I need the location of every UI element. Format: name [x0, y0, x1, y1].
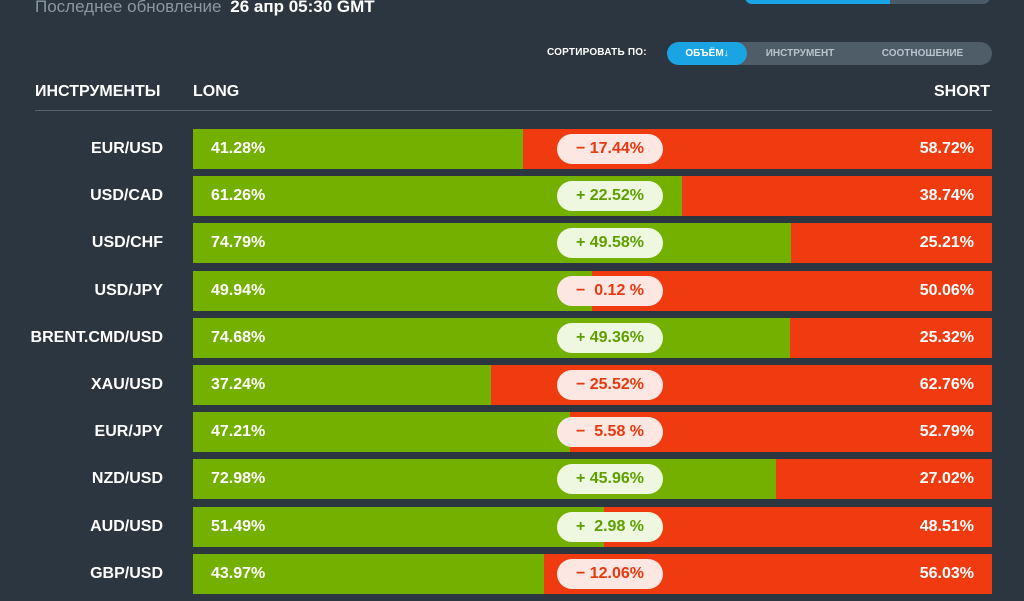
sentiment-bar: 43.97% 56.03% − 12.06% — [193, 553, 992, 594]
short-value: 25.32% — [919, 328, 974, 346]
instrument-name[interactable]: USD/CHF — [91, 234, 163, 252]
short-column-header: SHORT — [934, 83, 990, 100]
instrument-name[interactable]: GBP/USD — [90, 564, 163, 582]
short-value: 56.03% — [919, 564, 974, 582]
long-value: 74.79% — [211, 234, 266, 252]
instrument-name[interactable]: EUR/USD — [90, 140, 163, 157]
sentiment-bar: 61.26% 38.74% + 22.52% — [193, 176, 992, 217]
sentiment-bar: 41.28% 58.72% − 17.44% — [193, 129, 992, 169]
last-update-time: 26 апр 05:30 GMT — [230, 0, 375, 16]
table-row[interactable]: EUR/JPY 47.21% 52.79% − 5.58 % — [0, 412, 1024, 453]
short-value: 27.02% — [919, 470, 974, 488]
long-fill — [193, 506, 605, 547]
header-divider — [35, 110, 992, 111]
long-fill — [193, 317, 790, 358]
sort-options: ОБЪЁМ↓ ИНСТРУМЕНТ СООТНОШЕНИЕ — [667, 42, 992, 65]
sentiment-table: EUR/USD 41.28% 58.72% − 17.44% USD/CAD 61.26%… — [0, 129, 1024, 601]
difference-badge: + 49.36% — [557, 322, 663, 353]
sort-by-volume-button[interactable]: ОБЪЁМ↓ — [667, 42, 747, 65]
table-row[interactable]: AUD/USD 51.49% 48.51% + 2.98 % — [0, 506, 1024, 547]
sort-by-instrument-button[interactable]: ИНСТРУМЕНТ — [765, 48, 835, 59]
instrument-name[interactable]: XAU/USD — [90, 375, 163, 393]
difference-badge: − 12.06% — [557, 558, 663, 589]
instrument-name[interactable]: USD/CAD — [90, 187, 163, 205]
sort-label: СОРТИРОВАТЬ ПО: — [547, 47, 647, 58]
long-fill — [193, 364, 491, 405]
difference-badge: + 2.98 % — [557, 511, 663, 542]
long-fill — [193, 553, 545, 594]
instrument-name[interactable]: NZD/USD — [91, 470, 163, 488]
table-row[interactable]: USD/CAD 61.26% 38.74% + 22.52% — [0, 176, 1024, 217]
difference-badge: − 5.58 % — [557, 417, 663, 448]
instrument-name[interactable]: EUR/JPY — [94, 423, 163, 441]
sort-by-ratio-button[interactable]: СООТНОШЕНИЕ — [881, 48, 964, 59]
long-value: 74.68% — [211, 328, 266, 346]
sentiment-bar: 72.98% 27.02% + 45.96% — [193, 459, 992, 500]
table-row[interactable]: EUR/USD 41.28% 58.72% − 17.44% — [0, 129, 1024, 169]
short-value: 50.06% — [919, 281, 974, 299]
difference-badge: + 22.52% — [557, 181, 663, 212]
view-toggle-active[interactable] — [745, 0, 890, 4]
long-value: 61.26% — [211, 187, 266, 205]
short-value: 62.76% — [919, 375, 974, 393]
difference-badge: − 17.44% — [557, 134, 663, 164]
last-update: Последнее обновление 26 апр 05:30 GMT — [35, 0, 375, 17]
long-column-header: LONG — [193, 83, 240, 100]
long-value: 49.94% — [211, 281, 266, 299]
difference-badge: + 45.96% — [557, 464, 663, 495]
long-fill — [193, 459, 777, 500]
table-row[interactable]: NZD/USD 72.98% 27.02% + 45.96% — [0, 459, 1024, 500]
instruments-column-header: ИНСТРУМЕНТЫ — [35, 83, 161, 100]
short-value: 52.79% — [919, 423, 974, 441]
difference-badge: + 49.58% — [557, 228, 663, 259]
long-fill — [193, 412, 571, 453]
table-row[interactable]: GBP/USD 43.97% 56.03% − 12.06% — [0, 553, 1024, 594]
table-row[interactable]: USD/CHF 74.79% 25.21% + 49.58% — [0, 223, 1024, 264]
sentiment-bar: 51.49% 48.51% + 2.98 % — [193, 506, 992, 547]
sentiment-bar: 49.94% 50.06% − 0.12 % — [193, 270, 992, 311]
short-value: 58.72% — [919, 140, 974, 157]
long-value: 41.28% — [211, 140, 266, 157]
long-value: 37.24% — [211, 375, 266, 393]
view-toggle[interactable] — [745, 0, 990, 4]
table-row[interactable]: XAU/USD 37.24% 62.76% − 25.52% — [0, 364, 1024, 405]
sentiment-bar: 74.68% 25.32% + 49.36% — [193, 317, 992, 358]
table-row[interactable]: USD/JPY 49.94% 50.06% − 0.12 % — [0, 270, 1024, 311]
long-fill — [193, 223, 791, 264]
instrument-name[interactable]: BRENT.CMD/USD — [30, 328, 163, 346]
last-update-label: Последнее обновление — [35, 0, 222, 16]
difference-badge: − 0.12 % — [557, 275, 663, 306]
difference-badge: − 25.52% — [557, 369, 663, 400]
long-value: 47.21% — [211, 423, 266, 441]
long-fill — [193, 129, 523, 169]
short-value: 25.21% — [919, 234, 974, 252]
long-value: 72.98% — [211, 470, 266, 488]
sentiment-bar: 37.24% 62.76% − 25.52% — [193, 364, 992, 405]
instrument-name[interactable]: USD/JPY — [94, 281, 163, 299]
sentiment-bar: 74.79% 25.21% + 49.58% — [193, 223, 992, 264]
table-row[interactable]: BRENT.CMD/USD 74.68% 25.32% + 49.36% — [0, 317, 1024, 358]
long-fill — [193, 270, 593, 311]
short-value: 48.51% — [919, 517, 974, 535]
long-value: 51.49% — [211, 517, 266, 535]
long-value: 43.97% — [211, 564, 266, 582]
sentiment-bar: 47.21% 52.79% − 5.58 % — [193, 412, 992, 453]
instrument-name[interactable]: AUD/USD — [90, 517, 163, 535]
short-value: 38.74% — [919, 187, 974, 205]
